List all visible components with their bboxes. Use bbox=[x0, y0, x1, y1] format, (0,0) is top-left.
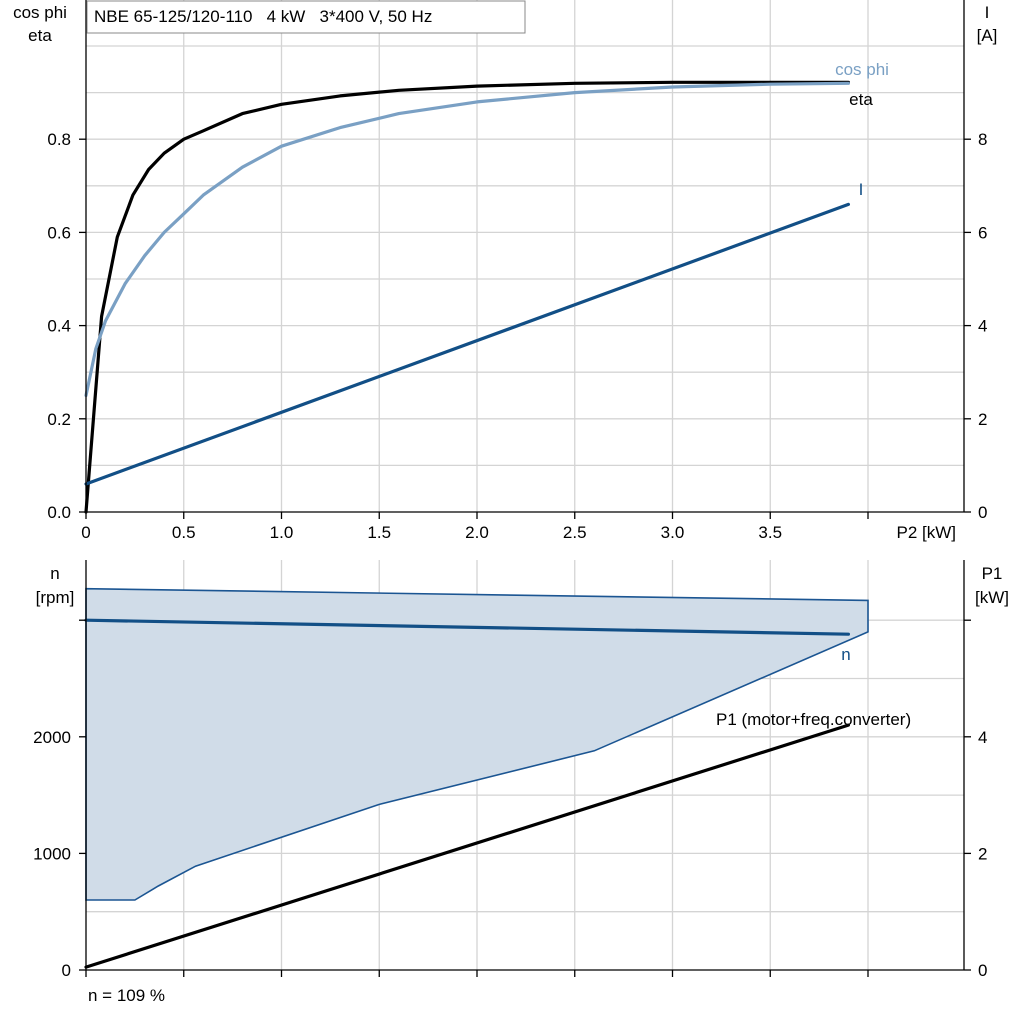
y-tick-label-right: 2 bbox=[978, 410, 987, 429]
chart-title: NBE 65-125/120-110 4 kW 3*400 V, 50 Hz bbox=[94, 7, 432, 26]
series-line-eta bbox=[84, 80, 850, 514]
x-tick-label: 0 bbox=[81, 523, 90, 542]
y-axis-title-left: n bbox=[50, 564, 59, 583]
x-tick-label: 2.5 bbox=[563, 523, 587, 542]
y-axis-title-right: [kW] bbox=[975, 588, 1009, 607]
y-tick-label-left: 0.0 bbox=[47, 503, 71, 522]
x-axis-title: P2 [kW] bbox=[896, 523, 956, 542]
y-tick-label-left: 0 bbox=[62, 961, 71, 980]
y-tick-label-right: 0 bbox=[978, 961, 987, 980]
series-label-cos-phi: cos phi bbox=[835, 60, 889, 79]
y-axis-title-left: cos phi bbox=[13, 3, 67, 22]
top-chart-grid bbox=[86, 0, 964, 512]
chart-axes bbox=[79, 0, 971, 977]
x-tick-label: 3.0 bbox=[661, 523, 685, 542]
series-line-cos-phi bbox=[84, 81, 850, 398]
series-label-eta: eta bbox=[849, 90, 873, 109]
series-line-i bbox=[84, 202, 850, 486]
x-tick-label: 1.0 bbox=[270, 523, 294, 542]
series-label-i: I bbox=[859, 180, 864, 199]
operating-range-layer bbox=[85, 587, 869, 901]
y-tick-label-left: 0.8 bbox=[47, 130, 71, 149]
x-tick-label: 2.0 bbox=[465, 523, 489, 542]
top-chart-series bbox=[84, 80, 850, 514]
operating-range-area bbox=[85, 587, 869, 901]
y-axis-title-left: [rpm] bbox=[36, 588, 75, 607]
y-tick-label-left: 0.4 bbox=[47, 317, 71, 336]
y-tick-label-right: 0 bbox=[978, 503, 987, 522]
x-tick-label: 1.5 bbox=[367, 523, 391, 542]
y-tick-label-right: 4 bbox=[978, 317, 987, 336]
y-tick-label-left: 0.6 bbox=[47, 223, 71, 242]
speed-footnote: n = 109 % bbox=[88, 986, 165, 1005]
y-tick-label-left: 2000 bbox=[33, 728, 71, 747]
y-axis-title-right: [A] bbox=[977, 26, 998, 45]
chart-labels: 0 0.5 1.0 1.5 2.0 2.5 3.0 3.5 0.0 0.2 0.4 0.6 0.8 0 2 4… bbox=[13, 0, 1009, 1005]
y-tick-label-right: 6 bbox=[978, 223, 987, 242]
series-label-p1: P1 (motor+freq.converter) bbox=[716, 710, 911, 729]
y-axis-title-left: eta bbox=[28, 26, 52, 45]
series-line-n bbox=[84, 618, 850, 636]
y-axis-title-right: I bbox=[985, 3, 990, 22]
y-tick-label-left: 1000 bbox=[33, 844, 71, 863]
y-axis-title-right: P1 bbox=[982, 564, 1003, 583]
y-tick-label-right: 4 bbox=[978, 728, 987, 747]
y-tick-label-right: 8 bbox=[978, 130, 987, 149]
y-tick-label-right: 2 bbox=[978, 844, 987, 863]
series-line-p1-motor-freq-converter- bbox=[84, 723, 850, 969]
x-tick-label: 0.5 bbox=[172, 523, 196, 542]
title-box bbox=[86, 0, 526, 34]
x-tick-label: 3.5 bbox=[758, 523, 782, 542]
y-tick-label-left: 0.2 bbox=[47, 410, 71, 429]
bottom-chart-series bbox=[84, 618, 850, 969]
series-label-n: n bbox=[841, 645, 850, 664]
